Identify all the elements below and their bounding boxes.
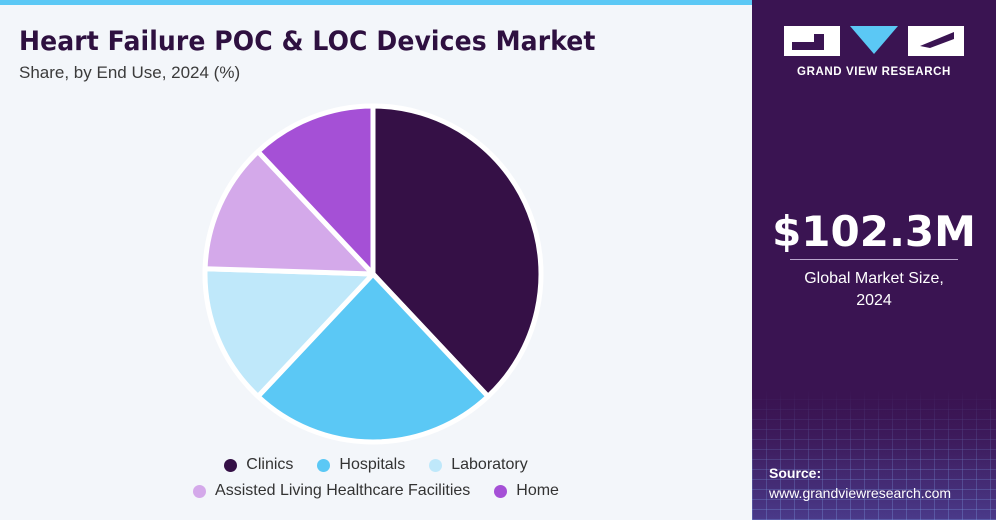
pie-slice-home	[255, 103, 376, 277]
chart-subtitle: Share, by End Use, 2024 (%)	[19, 63, 241, 82]
chart-panel: Heart Failure POC & LOC Devices Market S…	[0, 0, 752, 500]
brand-logo: GRAND VIEW RESEARCH	[782, 26, 966, 78]
pie-slice-assisted-living-healthcare-facilities	[202, 149, 376, 277]
legend-label-clinics: Clinics	[246, 456, 294, 473]
source-url[interactable]: www.grandviewresearch.com	[769, 485, 952, 501]
legend-swatch-hospitals	[317, 458, 331, 472]
legend-label-hospitals: Hospitals	[339, 456, 406, 473]
market-size-value: $102.3M	[772, 207, 976, 256]
market-size-label-line1: Global Market Size,	[804, 270, 944, 287]
legend-label-home: Home	[516, 482, 559, 499]
source-note: Source: www.grandviewresearch.com	[769, 463, 951, 503]
accent-bar	[0, 0, 752, 5]
pie-chart	[202, 103, 544, 445]
legend-item-hospitals: Hospitals	[317, 456, 405, 474]
chart-title: Heart Failure POC & LOC Devices Market	[19, 26, 596, 57]
info-sidebar: GRAND VIEW RESEARCH $102.3M Global Marke…	[752, 0, 996, 520]
legend-item-assisted-living: Assisted Living Healthcare Facilities	[193, 482, 470, 500]
legend-swatch-assisted-living	[193, 484, 207, 498]
divider	[790, 259, 958, 260]
legend-item-clinics: Clinics	[224, 456, 293, 474]
legend-item-laboratory: Laboratory	[429, 456, 528, 474]
market-size-label-line2: 2024	[856, 292, 892, 309]
pie-slice-hospitals	[255, 271, 491, 445]
legend-swatch-laboratory	[429, 458, 443, 472]
legend-swatch-clinics	[224, 458, 238, 472]
market-size-label: Global Market Size, 2024	[752, 268, 996, 312]
legend-item-home: Home	[494, 482, 559, 500]
legend-swatch-home	[494, 484, 508, 498]
legend-label-assisted-living: Assisted Living Healthcare Facilities	[215, 482, 471, 499]
legend-row-1: Clinics Hospitals Laboratory	[0, 456, 752, 474]
decorative-grid	[752, 390, 996, 520]
legend-row-2: Assisted Living Healthcare Facilities Ho…	[0, 482, 752, 500]
legend-label-laboratory: Laboratory	[451, 456, 528, 473]
pie-slice-laboratory	[202, 266, 376, 399]
source-label: Source:	[769, 465, 822, 481]
pie-slice-clinics	[370, 103, 544, 399]
logo-mark-icon	[782, 26, 966, 56]
brand-name: GRAND VIEW RESEARCH	[797, 66, 951, 78]
